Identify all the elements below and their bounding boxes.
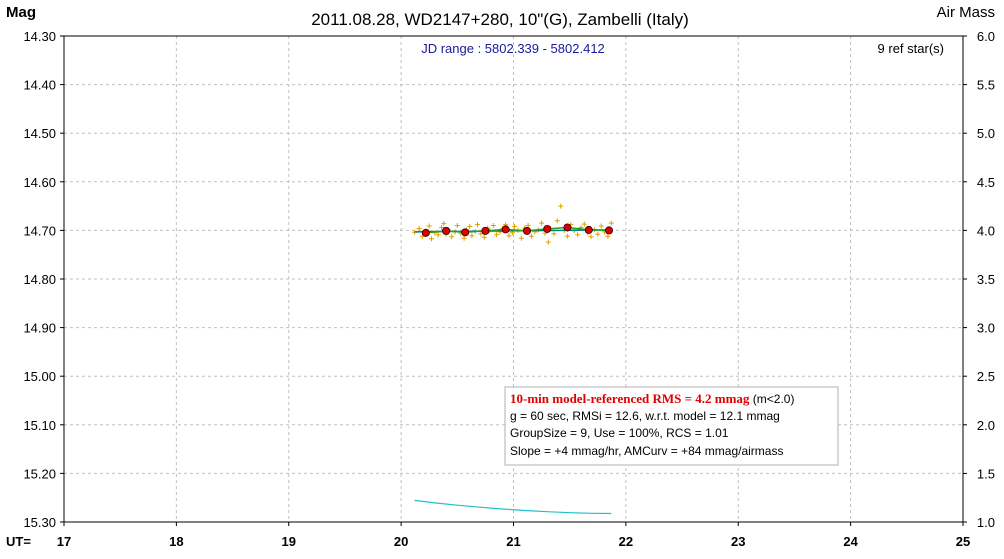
y-tick-label: 15.20 (23, 466, 56, 481)
y2-tick-label: 3.5 (977, 272, 995, 287)
y2-tick-label: 4.0 (977, 223, 995, 238)
y2-axis-ticks: 6.0 5.5 5.0 4.5 4.0 3.5 3.0 2.5 2.0 1.5 1.0 (963, 29, 995, 530)
measurement-point (461, 235, 467, 241)
measurement-point (512, 224, 518, 229)
measurement-point (545, 239, 551, 245)
measurement-point (429, 236, 434, 242)
y-tick-label: 14.30 (23, 29, 56, 44)
measurement-point (494, 232, 500, 238)
y2-tick-label: 6.0 (977, 29, 995, 44)
y-tick-label: 15.30 (23, 515, 56, 530)
y2-tick-label: 1.0 (977, 515, 995, 530)
ref-stars-label: 9 ref star(s) (878, 41, 944, 56)
binned-point (605, 226, 614, 235)
x-tick-label: 18 (169, 534, 183, 549)
measurement-point (518, 235, 524, 241)
y-tick-label: 14.80 (23, 272, 56, 287)
measurement-point (449, 234, 455, 240)
data-series (412, 203, 614, 515)
binned-connector (425, 226, 610, 234)
y2-tick-label: 5.0 (977, 126, 995, 141)
x-tick-label: 21 (506, 534, 520, 549)
binned-point (461, 228, 470, 237)
measurement-point (469, 233, 475, 239)
measurement-point (441, 221, 447, 227)
measurement-point (478, 231, 484, 237)
y-tick-label: 14.70 (23, 223, 56, 238)
binned-point (563, 223, 572, 232)
y2-tick-label: 2.0 (977, 418, 995, 433)
measurement-point (506, 233, 512, 239)
x-tick-label: 24 (843, 534, 858, 549)
x-tick-label: 20 (394, 534, 408, 549)
measurement-point (435, 232, 441, 238)
binned-point (522, 226, 531, 235)
y-tick-label: 14.60 (23, 175, 56, 190)
x-tick-label: 22 (619, 534, 633, 549)
y2-tick-label: 1.5 (977, 466, 995, 481)
stats-rms-limit: (m<2.0) (749, 392, 794, 406)
measurement-point (539, 220, 545, 226)
x-tick-label: 19 (282, 534, 296, 549)
binned-point (481, 226, 490, 235)
measurement-point (605, 233, 611, 239)
x-axis-ticks: 17 18 19 20 21 22 23 24 25 (57, 522, 970, 549)
y-tick-label: 14.90 (23, 321, 56, 336)
stats-line-3: GroupSize = 9, Use = 100%, RCS = 1.01 (510, 426, 729, 440)
y2-tick-label: 4.5 (977, 175, 995, 190)
chart-title: 2011.08.28, WD2147+280, 10"(G), Zambelli… (311, 10, 689, 29)
measurement-point (558, 203, 564, 209)
measurement-point (554, 218, 560, 224)
y2-tick-label: 5.5 (977, 78, 995, 93)
stats-box-frame (504, 386, 839, 466)
y2-axis-label: Air Mass (937, 4, 995, 21)
y-tick-label: 14.50 (23, 126, 56, 141)
measurement-point (481, 234, 487, 240)
measurement-point (581, 221, 587, 227)
x-tick-label: 25 (956, 534, 970, 549)
stats-line-2: g = 60 sec, RMSi = 12.6, w.r.t. model = … (510, 409, 780, 423)
y-axis-label: Mag (6, 4, 36, 21)
x-axis-label: UT= (6, 534, 31, 549)
grid-lines (64, 36, 963, 522)
measurement-point (467, 224, 473, 229)
measurement-point (426, 223, 432, 229)
stats-line-4: Slope = +4 mmag/hr, AMCurv = +84 mmag/ai… (510, 444, 783, 458)
y-tick-label: 15.00 (23, 369, 56, 384)
y-axis-ticks: 14.30 14.40 14.50 14.60 14.70 14.80 14.90 15.00… (23, 29, 64, 530)
binned-point (584, 225, 593, 234)
measurement-point (575, 232, 581, 238)
y2-tick-label: 2.5 (977, 369, 995, 384)
measurement-point (439, 225, 445, 230)
y-tick-label: 14.40 (23, 78, 56, 93)
airmass-curve (414, 499, 612, 515)
measurement-point (529, 233, 534, 239)
measurement-point (416, 226, 422, 231)
measurement-point (564, 233, 570, 239)
y2-tick-label: 3.0 (977, 321, 995, 336)
x-tick-label: 17 (57, 534, 71, 549)
measurement-point (490, 223, 496, 228)
stats-box: 10-min model-referenced RMS = 4.2 mmag (… (504, 386, 839, 466)
stats-rms: 10-min model-referenced RMS = 4.2 mmag (510, 391, 750, 406)
y-tick-label: 15.10 (23, 418, 56, 433)
stats-headline: 10-min model-referenced RMS = 4.2 mmag (… (510, 391, 794, 406)
measurement-point (454, 223, 460, 228)
measurement-point (608, 220, 614, 226)
binned-point (442, 226, 451, 235)
binned-point (543, 224, 552, 233)
measurement-point (598, 223, 604, 229)
jd-range-label: JD range : 5802.339 - 5802.412 (421, 41, 605, 56)
binned-point (501, 225, 510, 234)
measurement-point (595, 231, 601, 237)
measurement-point (551, 231, 557, 237)
x-tick-label: 23 (731, 534, 745, 549)
binned-point (421, 228, 430, 237)
measurement-point (475, 222, 480, 228)
measurement-point (588, 234, 594, 240)
